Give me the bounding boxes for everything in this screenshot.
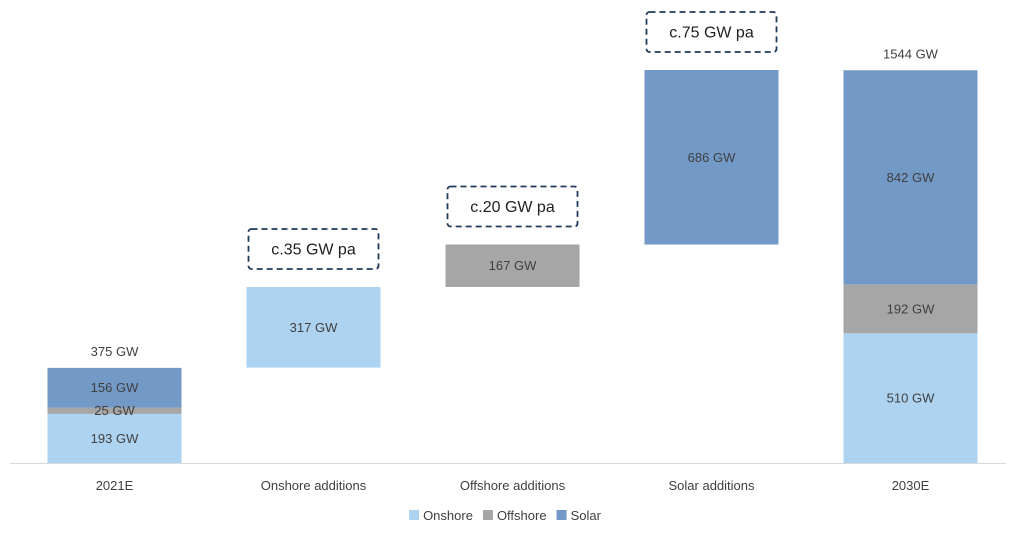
data-label-solar-additions-solar: 686 GW [688,150,736,165]
data-label-2030e-offshore: 192 GW [887,301,935,316]
x-tick-label-onshore-additions: Onshore additions [261,478,367,493]
x-tick-label-offshore-additions: Offshore additions [460,478,566,493]
annotation-layer: c.35 GW pa c.20 GW pa c.75 GW pa [247,11,778,270]
data-label-2021e-offshore: 25 GW [94,403,135,418]
data-label-2030e-onshore: 510 GW [887,391,935,406]
bar-segment-2021e-onshore [47,413,182,463]
data-label-offshore-additions-offshore: 167 GW [489,258,537,273]
data-label-2021e-onshore: 193 GW [91,431,139,446]
annotation-text-onshore-additions: c.35 GW pa [271,241,356,258]
bar-segment-onshore-additions-onshore [246,286,381,368]
bar-segment-2030e-onshore [843,333,978,463]
bar-segment-2021e-offshore [47,407,182,414]
x-tick-label-2021e: 2021E [96,478,134,493]
x-axis-ticks: 2021E Onshore additions Offshore additions… [96,478,930,493]
total-label-2030e: 1544 GW [883,46,939,61]
x-tick-label-2030e: 2030E [892,478,930,493]
legend-swatch-onshore [409,510,420,520]
legend: Onshore Offshore Solar [409,508,602,523]
data-label-onshore-additions-onshore: 317 GW [290,320,338,335]
legend-label-solar: Solar [571,508,602,523]
bar-segment-2030e-solar [843,70,978,285]
bar-segment-2021e-solar [47,367,182,408]
bar-segment-solar-additions-solar [644,70,779,245]
annotation-box-offshore-additions [446,185,579,228]
labels-layer: 193 GW 25 GW 156 GW 375 GW 317 GW 167 GW 686 G… [91,46,939,446]
x-tick-label-solar-additions: Solar additions [669,478,755,493]
legend-label-onshore: Onshore [423,508,473,523]
annotation-box-solar-additions [645,11,778,53]
bar-segment-offshore-additions-offshore [445,244,580,287]
total-label-2021e: 375 GW [91,344,139,359]
legend-swatch-offshore [482,510,493,520]
bar-segment-2030e-offshore [843,284,978,334]
legend-label-offshore: Offshore [497,508,547,523]
data-label-2030e-solar: 842 GW [887,170,935,185]
annotation-text-offshore-additions: c.20 GW pa [470,199,555,216]
data-label-2021e-solar: 156 GW [91,380,139,395]
bars-layer [47,70,978,463]
annotation-text-solar-additions: c.75 GW pa [669,25,754,42]
legend-swatch-solar [556,510,567,520]
annotation-box-onshore-additions [247,228,380,270]
